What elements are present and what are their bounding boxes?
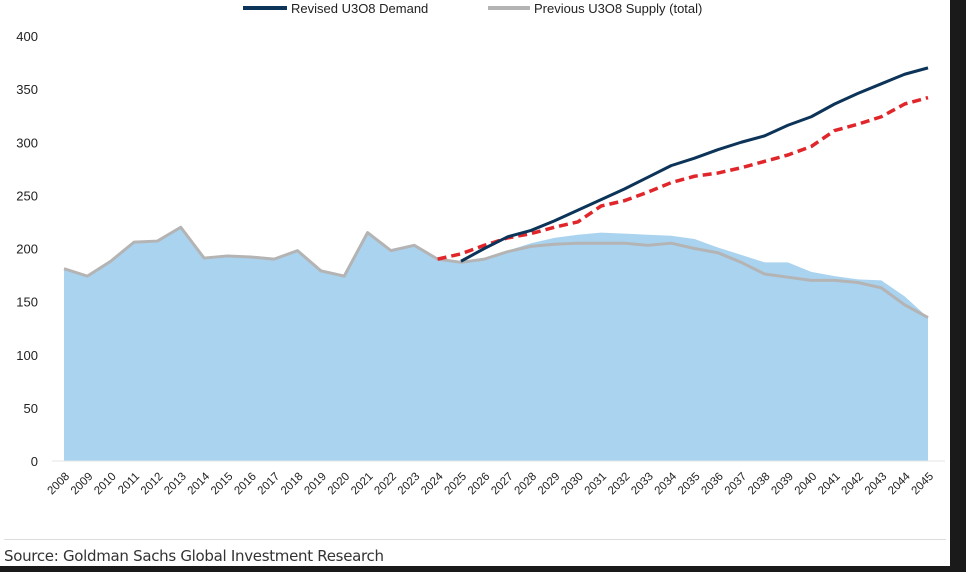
x-tick-label: 2010: [92, 471, 119, 498]
x-tick-label: 2019: [302, 471, 329, 498]
x-tick-label: 2012: [139, 471, 166, 498]
y-tick-label: 350: [16, 82, 38, 97]
x-tick-label: 2024: [419, 470, 446, 497]
plot-area: [63, 66, 929, 461]
x-tick-label: 2031: [583, 471, 610, 498]
x-tick-label: 2042: [839, 471, 866, 498]
x-tick-label: 2016: [232, 471, 259, 498]
y-tick-label: 150: [16, 295, 38, 310]
y-tick-label: 50: [24, 401, 38, 416]
x-tick-label: 2023: [396, 471, 423, 498]
x-tick-label: 2039: [769, 471, 796, 498]
legend-label-demand: Revised U3O8 Demand: [291, 1, 428, 16]
x-tick-label: 2009: [69, 471, 96, 498]
x-tick-label: 2013: [162, 471, 189, 498]
x-tick-label: 2025: [443, 471, 470, 498]
y-tick-label: 300: [16, 135, 38, 150]
series-area-supply: [64, 227, 928, 461]
series-line-previous-demand: [437, 95, 929, 261]
x-tick-label: 2041: [816, 471, 843, 498]
y-tick-label: 0: [31, 454, 38, 469]
x-tick-label: 2036: [699, 471, 726, 498]
source-note: Source: Goldman Sachs Global Investment …: [4, 547, 384, 565]
chart: Revised U3O8 Demand Previous U3O8 Supply…: [16, 1, 945, 498]
x-tick-label: 2033: [629, 471, 656, 498]
x-tick-label: 2045: [910, 471, 937, 498]
x-tick-label: 2018: [279, 471, 306, 498]
x-tick-label: 2029: [536, 471, 563, 498]
x-tick-label: 2022: [372, 471, 399, 498]
series-line-previous-supply: [63, 225, 929, 319]
x-tick-label: 2028: [513, 471, 540, 498]
divider: [4, 539, 946, 540]
series-line-revised-demand: [460, 66, 929, 263]
legend: Revised U3O8 Demand Previous U3O8 Supply…: [243, 1, 702, 16]
x-tick-label: 2035: [676, 471, 703, 498]
x-tick-label: 2011: [116, 471, 142, 497]
x-tick-label: 2014: [186, 470, 213, 497]
legend-label-supply: Previous U3O8 Supply (total): [534, 1, 702, 16]
x-tick-label: 2026: [466, 471, 493, 498]
x-tick-label: 2043: [863, 471, 890, 498]
x-tick-label: 2017: [256, 471, 283, 498]
x-tick-label: 2038: [746, 471, 773, 498]
x-tick-label: 2021: [349, 471, 376, 498]
x-tick-label: 2037: [723, 471, 750, 498]
x-tick-label: 2030: [559, 471, 586, 498]
x-tick-label: 2034: [653, 470, 680, 497]
x-tick-label: 2032: [606, 471, 633, 498]
x-tick-label: 2015: [209, 471, 236, 498]
x-tick-label: 2044: [886, 470, 913, 497]
y-tick-label: 400: [16, 29, 38, 44]
x-tick-label: 2020: [326, 471, 353, 498]
x-tick-label: 2008: [46, 471, 73, 498]
chart-page: Revised U3O8 Demand Previous U3O8 Supply…: [0, 0, 950, 566]
y-tick-label: 250: [16, 188, 38, 203]
y-tick-label: 100: [16, 348, 38, 363]
y-tick-label: 200: [16, 242, 38, 257]
x-tick-label: 2027: [489, 471, 516, 498]
x-tick-label: 2040: [793, 471, 820, 498]
x-axis: 2008200920102011201220132014201520162017…: [46, 460, 945, 498]
y-axis: 0 50 100 150 200 250 300 350 400: [16, 29, 38, 469]
